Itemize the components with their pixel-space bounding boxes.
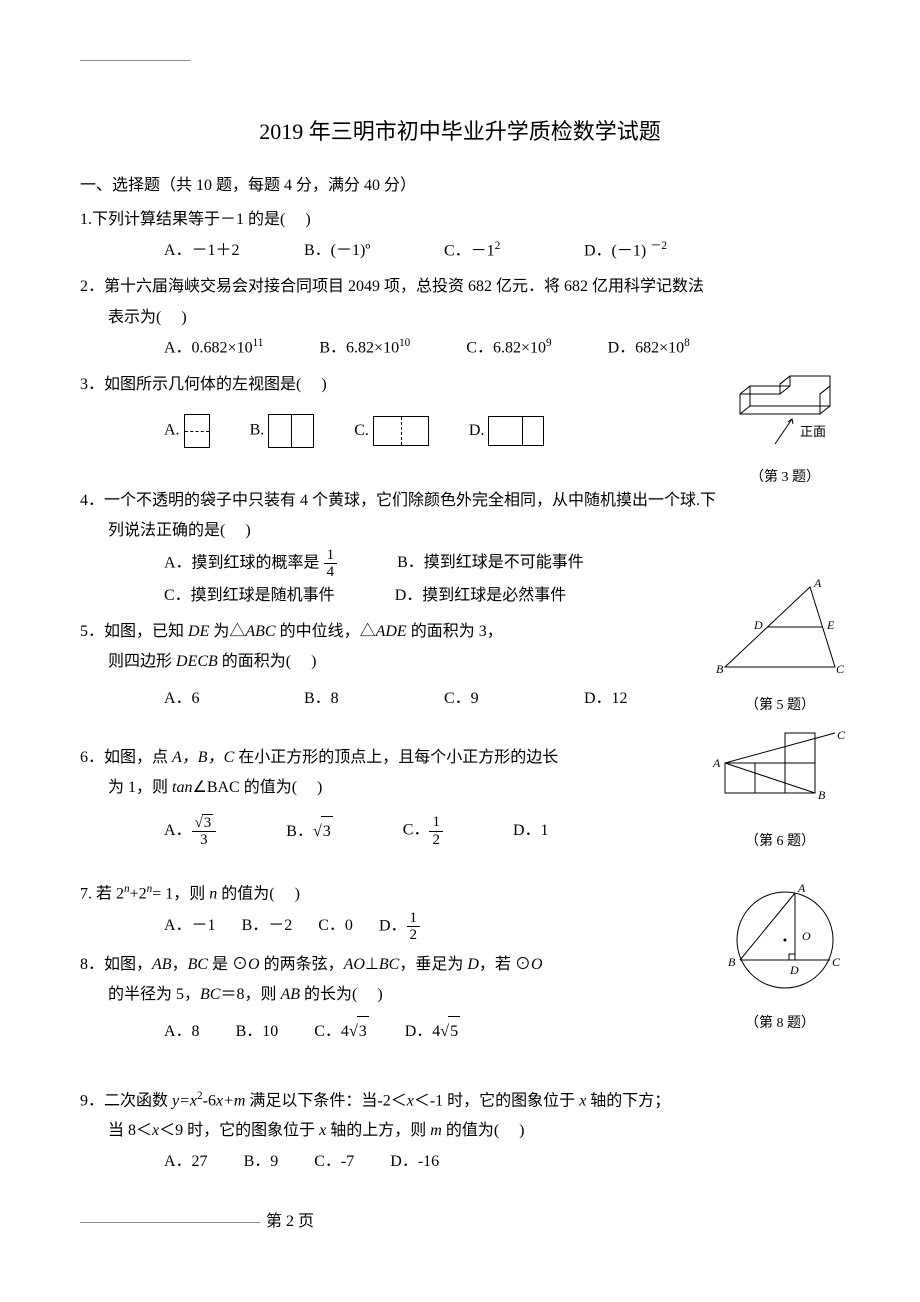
q5-opt-d: D．12	[584, 684, 724, 714]
q3-figure: 正面 （第 3 题）	[720, 364, 850, 492]
question-1: 1.下列计算结果等于－1 的是( ) A．－1＋2 B．(－1)º C．－12 …	[80, 205, 840, 266]
q7-opt-c: C．0	[318, 911, 353, 941]
q8-opt-c: C．43	[314, 1016, 368, 1047]
question-3: 3．如图所示几何体的左视图是( ) A. B. C. D. 正面	[80, 370, 840, 480]
svg-text:A: A	[797, 881, 806, 895]
q2-opt-b: B．6.82×1010	[319, 333, 410, 364]
q8-circle-icon: A B C D O	[710, 880, 850, 1000]
section-1-heading: 一、选择题（共 10 题，每题 4 分，满分 40 分）	[80, 171, 840, 201]
q9-opt-d: D．-16	[390, 1147, 439, 1177]
q9-opt-b: B．9	[244, 1147, 279, 1177]
svg-text:E: E	[826, 618, 835, 632]
svg-text:B: B	[818, 788, 826, 802]
question-6: 6．如图，点 A，B，C 在小正方形的顶点上，且每个小正方形的边长 为 1，则 …	[80, 743, 840, 873]
q1-opt-a: A．－1＋2	[164, 236, 304, 267]
question-9: 9．二次函数 y=x2-6x+m 满足以下条件：当-2＜x＜-1 时，它的图象位…	[80, 1086, 840, 1178]
svg-text:C: C	[836, 662, 845, 676]
q9-stem2: 当 8＜x＜9 时，它的图象位于 x 轴的上方，则 m 的值为( )	[80, 1116, 840, 1146]
q8-figure: A B C D O （第 8 题）	[710, 880, 850, 1038]
question-8: 8．如图，AB，BC 是 ⊙O 的两条弦，AO⊥BC，垂足为 D，若 ⊙O 的半…	[80, 950, 840, 1080]
q6-opt-a: A．33	[164, 814, 216, 849]
svg-text:B: B	[728, 955, 736, 969]
svg-text:A: A	[813, 576, 822, 590]
q7-opt-b: B．－2	[242, 911, 293, 941]
q5-opt-c: C．9	[444, 684, 584, 714]
question-5: 5．如图，已知 DE 为△ABC 的中位线，△ADE 的面积为 3， 则四边形 …	[80, 617, 840, 737]
q1-opt-d: D．(－1) －2	[584, 236, 724, 267]
q9-stem: 9．二次函数 y=x2-6x+m 满足以下条件：当-2＜x＜-1 时，它的图象位…	[80, 1086, 840, 1117]
footer: 第 2 页	[80, 1207, 840, 1237]
question-2: 2．第十六届海峡交易会对接合同项目 2049 项，总投资 682 亿元．将 68…	[80, 272, 840, 364]
q3-opt-d: D.	[469, 416, 545, 446]
q4-stem: 4．一个不透明的袋子中只装有 4 个黄球，它们除颜色外完全相同，从中随机摸出一个…	[80, 486, 840, 516]
q5-opt-b: B．8	[304, 684, 444, 714]
q6-figure: A B C （第 6 题）	[710, 733, 850, 856]
q4-opt-d: D．摸到红球是必然事件	[395, 581, 567, 611]
q7-opt-a: A．－1	[164, 911, 216, 941]
q6-opt-c: C．12	[403, 814, 443, 848]
q6-opt-b: B．3	[286, 816, 332, 847]
q5-triangle-icon: A B C D E	[710, 577, 850, 682]
q4-opt-b: B．摸到红球是不可能事件	[397, 548, 584, 578]
svg-text:C: C	[837, 728, 846, 742]
q1-stem: 1.下列计算结果等于－1 的是( )	[80, 205, 840, 235]
svg-text:B: B	[716, 662, 724, 676]
q5-opt-a: A．6	[164, 684, 304, 714]
q7-opt-d: D．12	[379, 910, 420, 944]
q4-stem2: 列说法正确的是( )	[80, 516, 840, 546]
q4-opt-a: A．摸到红球的概率是 14	[164, 547, 337, 581]
q8-opt-d: D．45	[405, 1016, 460, 1047]
q1-opt-c: C．－12	[444, 236, 584, 267]
svg-text:A: A	[712, 756, 721, 770]
q8-opt-a: A．8	[164, 1017, 200, 1047]
q9-opt-c: C．-7	[314, 1147, 354, 1177]
q3-opt-b: B.	[250, 414, 315, 448]
q4-opt-c: C．摸到红球是随机事件	[164, 581, 335, 611]
page-number: 第 2 页	[266, 1207, 314, 1237]
q3-solid-icon: 正面	[720, 364, 850, 454]
q2-stem: 2．第十六届海峡交易会对接合同项目 2049 项，总投资 682 亿元．将 68…	[80, 272, 840, 302]
q2-opt-a: A．0.682×1011	[164, 333, 263, 364]
q6-grid-icon: A B C	[710, 733, 850, 818]
svg-text:D: D	[789, 963, 799, 977]
svg-text:D: D	[753, 618, 763, 632]
q6-opt-d: D．1	[513, 816, 549, 846]
q1-opt-b: B．(－1)º	[304, 236, 444, 267]
q2-opt-c: C．6.82×109	[466, 333, 551, 364]
q8-opt-b: B．10	[236, 1017, 279, 1047]
header-rule	[80, 60, 190, 61]
q3-opt-c: C.	[354, 416, 429, 446]
q2-opt-d: D．682×108	[608, 333, 690, 364]
svg-text:正面: 正面	[800, 424, 826, 439]
q2-stem2: 表示为( )	[80, 303, 840, 333]
q3-opt-a: A.	[164, 414, 210, 448]
svg-text:O: O	[802, 929, 811, 943]
page-title: 2019 年三明市初中毕业升学质检数学试题	[80, 111, 840, 153]
q9-opt-a: A．27	[164, 1147, 208, 1177]
svg-text:C: C	[832, 955, 841, 969]
q5-figure: A B C D E （第 5 题）	[710, 577, 850, 720]
